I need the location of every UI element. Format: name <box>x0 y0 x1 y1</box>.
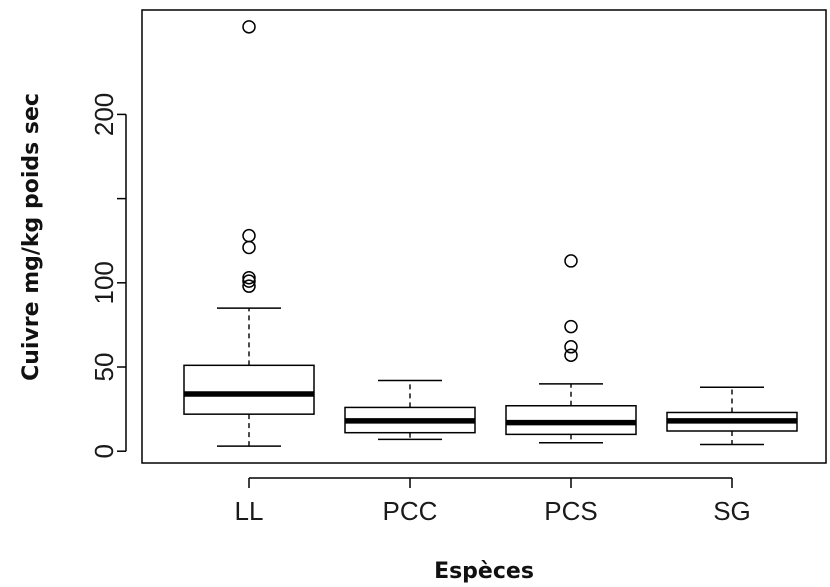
outlier-point <box>242 20 256 34</box>
x-tick-label: PCC <box>383 496 438 526</box>
x-axis: LL PCC PCS SG <box>235 477 751 526</box>
outlier-point <box>564 348 578 362</box>
box-pcs <box>505 254 637 444</box>
box-ll <box>183 20 315 447</box>
x-axis-title: Espèces <box>434 559 534 584</box>
outlier-point <box>242 279 256 293</box>
y-tick-label: 100 <box>89 261 119 304</box>
y-tick-label: 0 <box>89 444 119 458</box>
outlier-point <box>564 254 578 268</box>
outlier-point <box>564 340 578 354</box>
outlier-point <box>242 271 256 285</box>
x-tick-label: SG <box>713 496 751 526</box>
y-axis: 0 50 100 200 <box>89 93 127 458</box>
outlier-point <box>242 240 256 255</box>
y-axis-title: Cuivre mg/kg poids sec <box>19 93 44 381</box>
y-tick-label: 200 <box>89 93 119 136</box>
outlier-point <box>242 274 256 288</box>
y-tick-label: 50 <box>89 353 119 382</box>
outlier-point <box>564 319 578 334</box>
box-sg <box>666 386 798 446</box>
plot-frame <box>141 9 827 464</box>
x-tick-label: LL <box>235 496 264 526</box>
outlier-point <box>242 228 256 243</box>
x-tick-label: PCS <box>544 496 597 526</box>
boxes-group <box>183 20 798 447</box>
iqr-box <box>183 364 315 415</box>
box-pcc <box>344 379 476 441</box>
